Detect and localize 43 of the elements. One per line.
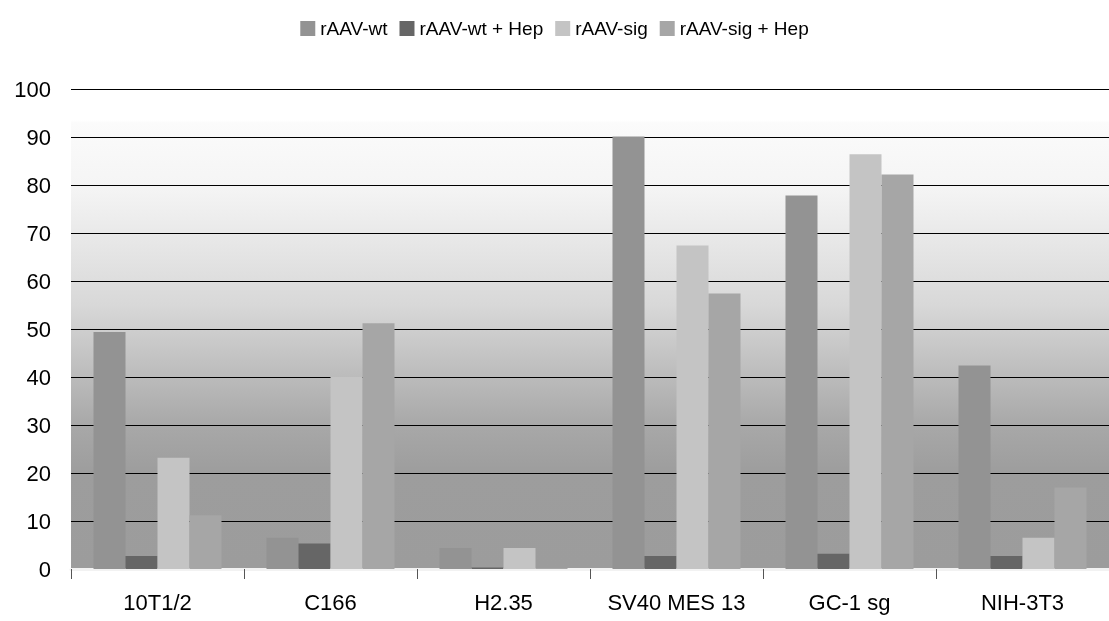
bar [266,537,299,569]
x-tick-label: GC-1 sg [808,589,891,615]
bar [817,553,850,569]
legend-label: rAAV-wt [320,18,389,39]
y-tick-label: 50 [26,316,51,342]
y-tick-label: 70 [26,220,51,246]
bar [189,515,222,569]
y-tick-label: 80 [26,172,51,198]
bar [298,543,331,569]
x-tick-label: H2.35 [474,589,533,615]
legend-label: rAAV-sig + Hep [679,18,809,39]
y-tick-label: 10 [26,508,51,534]
bar [1054,487,1087,569]
y-tick-label: 40 [26,364,51,390]
bar [125,556,158,569]
x-tick-label: 10T1/2 [123,589,192,615]
bar [849,154,882,569]
y-tick-label: 90 [26,124,51,150]
legend-label: rAAV-sig [575,18,648,39]
y-tick-label: 100 [14,76,51,102]
bar [785,195,818,569]
bar [644,556,677,569]
y-tick-label: 20 [26,460,51,486]
y-tick-label: 30 [26,412,51,438]
bar [958,365,991,569]
bar [990,556,1023,569]
bar [330,377,363,569]
bar [676,245,709,569]
bar [708,293,741,569]
bar [93,331,126,569]
bar [503,547,536,569]
y-tick-label: 0 [38,556,51,582]
legend-label: rAAV-wt + Hep [419,18,544,39]
bar [439,547,472,569]
bar [612,136,645,569]
x-tick-label: C166 [304,589,357,615]
bar [362,323,395,569]
y-tick-label: 60 [26,268,51,294]
x-tick-label: SV40 MES 13 [607,589,746,615]
bar [881,174,914,569]
bar [1022,537,1055,569]
bar [157,457,190,569]
x-tick-label: NIH-3T3 [980,589,1065,615]
